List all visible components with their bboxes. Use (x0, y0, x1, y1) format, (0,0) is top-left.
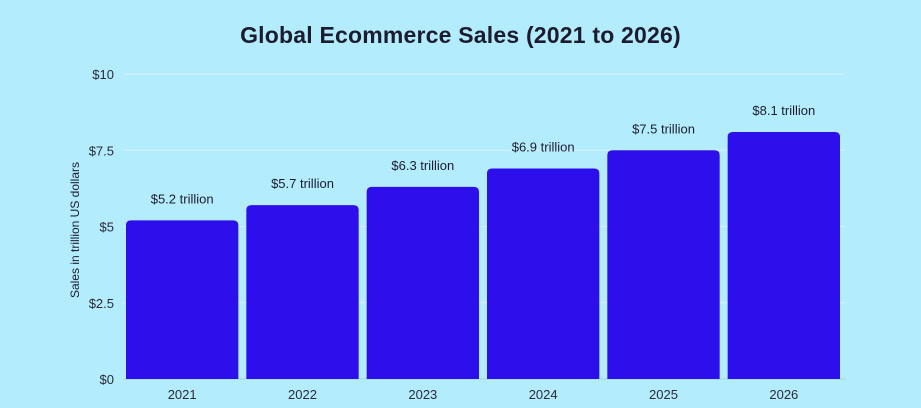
x-tick-label: 2026 (769, 387, 798, 402)
data-label: $7.5 trillion (632, 121, 695, 136)
data-label: $5.2 trillion (151, 191, 214, 206)
bar-2024 (487, 168, 600, 379)
chart-title: Global Ecommerce Sales (2021 to 2026) (240, 22, 681, 48)
y-tick-label: $0 (100, 372, 114, 387)
data-label: $6.9 trillion (512, 140, 575, 155)
data-label: $5.7 trillion (271, 176, 334, 191)
y-axis-title: Sales in trillion US dollars (68, 162, 82, 298)
data-label: $8.1 trillion (752, 103, 815, 118)
x-tick-label: 2021 (168, 387, 197, 402)
bar-2021 (126, 220, 239, 379)
x-tick-label: 2024 (529, 387, 558, 402)
x-tick-label: 2023 (408, 387, 437, 402)
bar-2025 (607, 150, 720, 379)
bar-2026 (727, 131, 840, 379)
x-tick-label: 2022 (288, 387, 317, 402)
labels-layer: $0 $2.5 $5 $7.5 $10 $5.2 trillion 2021 $5.7 tri… (89, 67, 816, 402)
bar-2022 (246, 205, 359, 379)
y-tick-label: $7.5 (89, 143, 114, 158)
bar-2023 (366, 186, 479, 379)
y-tick-label: $2.5 (89, 296, 114, 311)
y-tick-label: $10 (92, 67, 114, 82)
bars-layer (126, 131, 840, 379)
data-label: $6.3 trillion (391, 158, 454, 173)
grid-layer (123, 73, 845, 380)
x-tick-label: 2025 (649, 387, 678, 402)
y-tick-label: $5 (100, 220, 114, 235)
